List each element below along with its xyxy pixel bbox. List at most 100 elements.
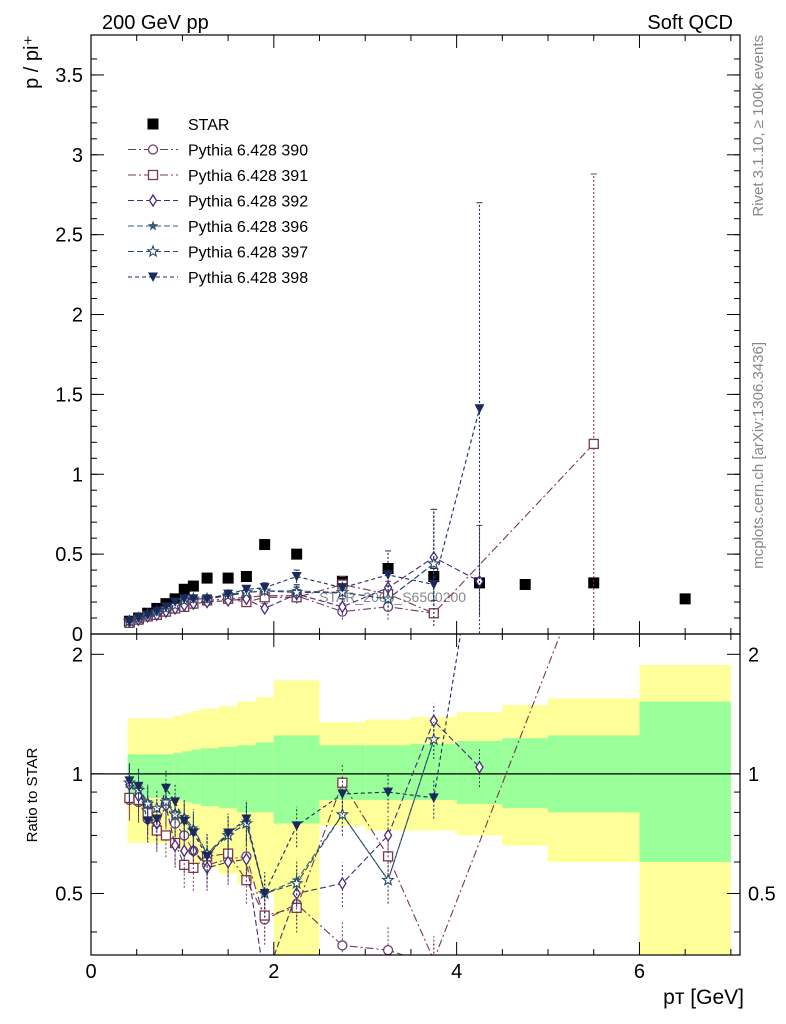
data-point bbox=[260, 601, 269, 616]
ratio-point bbox=[259, 888, 270, 899]
data-point bbox=[427, 556, 441, 570]
data-point bbox=[202, 594, 213, 604]
series-pythia-6-428-398 bbox=[124, 202, 485, 627]
ratio-point bbox=[475, 760, 484, 774]
data-point bbox=[142, 610, 153, 620]
uncertainty-band-green bbox=[237, 745, 256, 813]
legend-label: Pythia 6.428 398 bbox=[188, 270, 308, 287]
legend-item-pythia-6-428-390: Pythia 6.428 390 bbox=[128, 143, 308, 160]
data-point bbox=[383, 570, 394, 580]
y-tick-label: 3.5 bbox=[55, 65, 83, 87]
data-point bbox=[474, 404, 485, 414]
ratio-point bbox=[142, 816, 153, 827]
ratio-point bbox=[202, 851, 213, 862]
ratio-point bbox=[170, 838, 180, 853]
uncertainty-band-green bbox=[182, 751, 192, 802]
ratio-series-pythia-6-428-398 bbox=[124, 634, 462, 918]
legend-marker bbox=[147, 220, 159, 231]
ratio-point bbox=[383, 828, 393, 843]
data-point bbox=[428, 579, 439, 590]
legend-marker bbox=[148, 272, 158, 282]
data-point bbox=[178, 583, 190, 595]
ratio-y-tick-label-right: 1 bbox=[748, 764, 759, 786]
series-line bbox=[129, 595, 434, 624]
main-panel: STAR_2006_S6500200 0 0.5 1 1.5 2 2.5 3 3.5 STAR Py… bbox=[55, 34, 741, 646]
y-tick-label: 3 bbox=[72, 145, 83, 167]
header-right-title: Soft QCD bbox=[647, 12, 733, 34]
data-point bbox=[259, 539, 271, 551]
x-axis-label: pᴛ [GeV] bbox=[663, 986, 744, 1009]
ratio-point bbox=[242, 852, 251, 866]
legend-item-pythia-6-428-391: Pythia 6.428 391 bbox=[128, 168, 308, 185]
data-point bbox=[223, 589, 234, 600]
ratio-y-tick-label: 1 bbox=[72, 764, 83, 786]
ratio-point bbox=[170, 797, 181, 807]
legend-marker bbox=[147, 118, 159, 130]
ratio-y-tick-label-right: 2 bbox=[748, 644, 759, 666]
ratio-point bbox=[223, 828, 234, 838]
ratio-point bbox=[241, 814, 252, 824]
ratio-series-line bbox=[129, 739, 435, 895]
ratio-point bbox=[291, 821, 302, 831]
data-point bbox=[133, 613, 144, 624]
data-point bbox=[259, 583, 270, 593]
ratio-point bbox=[383, 787, 394, 798]
ratio-y-tick-label: 2 bbox=[72, 644, 83, 666]
ratio-point bbox=[188, 828, 199, 838]
ratio-point bbox=[133, 781, 144, 792]
legend-label: STAR bbox=[188, 117, 229, 134]
ratio-series-line bbox=[129, 799, 405, 955]
data-point bbox=[179, 594, 190, 604]
data-point bbox=[337, 583, 348, 593]
series-star bbox=[123, 539, 691, 627]
ratio-y-axis-label: Ratio to STAR bbox=[24, 747, 41, 842]
ratio-point bbox=[382, 944, 394, 955]
mcplots-citation: mcplots.cern.ch [arXiv:1306.3436] bbox=[750, 342, 767, 569]
legend-label: Pythia 6.428 397 bbox=[188, 245, 308, 262]
uncertainty-band-green bbox=[273, 735, 320, 824]
y-tick-label: 2.5 bbox=[55, 225, 83, 247]
ratio-y-tick-label-right: 0.5 bbox=[748, 883, 776, 905]
legend-item-pythia-6-428-396: Pythia 6.428 396 bbox=[128, 219, 308, 236]
ratio-point bbox=[223, 855, 233, 869]
x-tick-label: 6 bbox=[634, 961, 645, 983]
legend-item-star: STAR bbox=[147, 117, 229, 134]
data-point bbox=[151, 607, 162, 617]
ratio-series-line bbox=[129, 739, 435, 895]
ratio-panel: 0.5 0.5 1 1 2 2 0 2 4 6 bbox=[55, 633, 776, 983]
uncertainty-band-green bbox=[255, 742, 274, 813]
header-left-title: 200 GeV pp bbox=[102, 12, 209, 34]
data-point bbox=[289, 585, 304, 599]
data-point bbox=[679, 593, 691, 605]
legend-item-pythia-6-428-397: Pythia 6.428 397 bbox=[128, 244, 308, 262]
ratio-point bbox=[381, 873, 395, 886]
series-line bbox=[129, 556, 480, 622]
ratio-frame bbox=[90, 633, 741, 956]
y-tick-label: 1 bbox=[72, 464, 83, 486]
ratio-point bbox=[179, 816, 190, 827]
uncertainty-band-green bbox=[191, 749, 201, 804]
data-point bbox=[160, 602, 171, 612]
legend-label: Pythia 6.428 392 bbox=[188, 194, 308, 211]
data-point bbox=[588, 438, 599, 450]
legend-item-pythia-6-428-392: Pythia 6.428 392 bbox=[128, 194, 308, 211]
legend-label: Pythia 6.428 390 bbox=[188, 143, 308, 160]
data-point bbox=[124, 616, 135, 627]
ratio-point bbox=[151, 814, 162, 824]
y-tick-label: 0 bbox=[72, 624, 83, 646]
legend-marker bbox=[146, 244, 160, 258]
y-tick-label: 2 bbox=[72, 305, 83, 327]
ratio-series-line bbox=[129, 634, 462, 896]
data-point bbox=[187, 580, 199, 592]
x-tick-label: 2 bbox=[268, 961, 279, 983]
ratio-point bbox=[160, 830, 172, 841]
ratio-point bbox=[289, 876, 304, 890]
data-point bbox=[291, 548, 303, 560]
x-tick-label: 0 bbox=[85, 961, 96, 983]
data-point bbox=[382, 563, 394, 575]
data-point bbox=[519, 578, 531, 590]
main-y-axis-label: p / pi⁺ bbox=[21, 35, 43, 89]
uncertainty-band-green bbox=[639, 701, 731, 863]
series-line bbox=[129, 563, 435, 622]
